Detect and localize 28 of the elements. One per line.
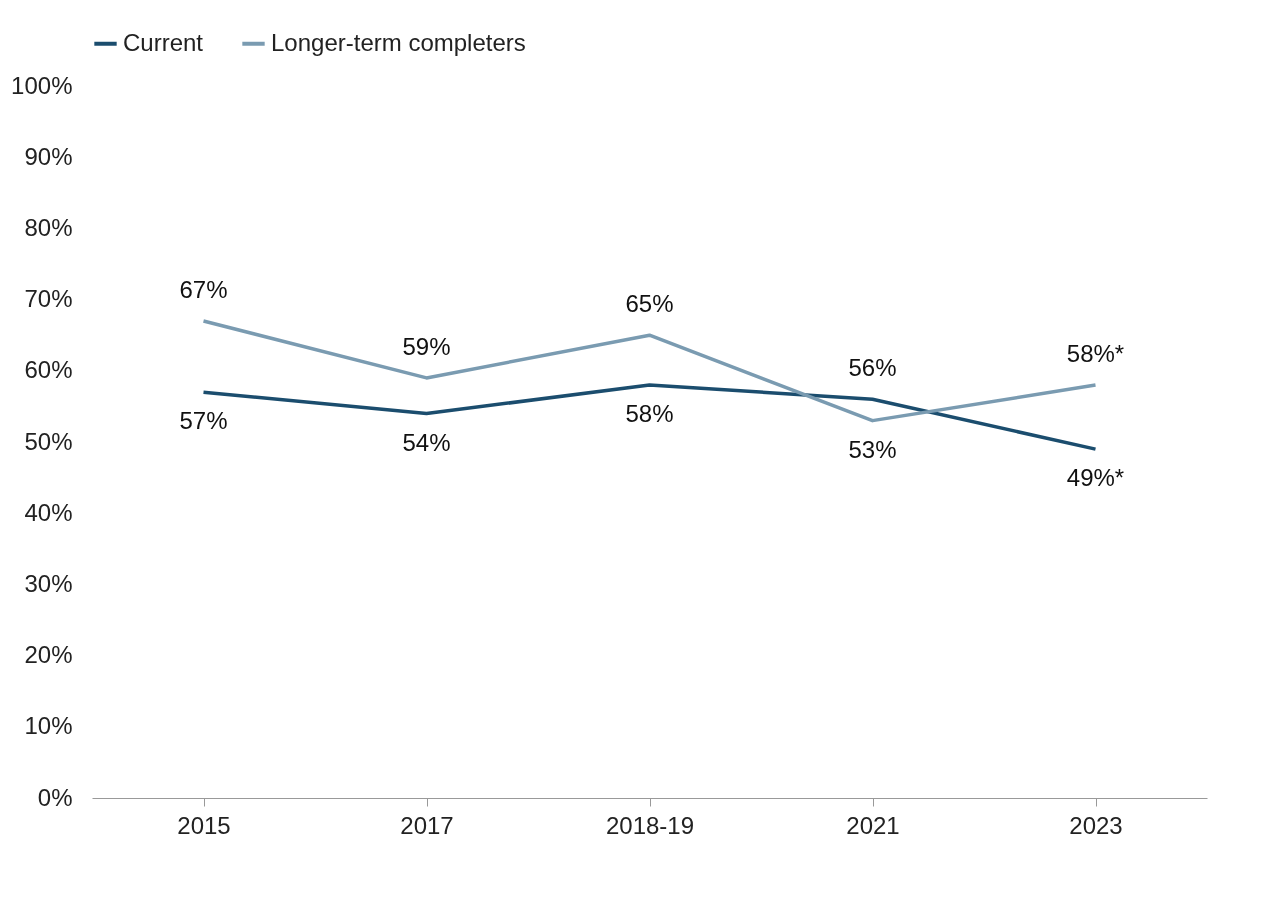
y-tick-label: 90%	[24, 142, 73, 170]
y-tick-label: 30%	[24, 569, 73, 597]
data-label: 53%	[848, 435, 897, 463]
y-tick-label: 70%	[24, 285, 73, 313]
data-label: 58%*	[1066, 340, 1125, 368]
x-tick-label: 2021	[846, 811, 900, 839]
x-tick-label: 2015	[177, 811, 231, 839]
y-tick-label: 10%	[24, 712, 73, 740]
y-tick-label: 40%	[24, 498, 73, 526]
data-label: 49%*	[1066, 464, 1125, 492]
x-tick-label: 2018-19	[605, 811, 695, 839]
y-tick-label: 100%	[11, 71, 73, 99]
y-tick-label: 50%	[24, 427, 73, 455]
legend-label: Longer-term completers	[271, 28, 526, 56]
legend-label: Current	[123, 28, 204, 56]
data-label: 54%	[402, 428, 451, 456]
y-tick-label: 60%	[24, 356, 73, 384]
data-label: 67%	[179, 275, 228, 303]
data-label: 58%	[625, 400, 674, 428]
data-label: 59%	[402, 332, 451, 360]
y-tick-label: 20%	[24, 641, 73, 669]
x-tick-label: 2023	[1069, 811, 1123, 839]
data-label: 57%	[179, 407, 228, 435]
x-tick-label: 2017	[400, 811, 454, 839]
data-label: 56%	[848, 354, 897, 382]
y-tick-label: 80%	[24, 213, 73, 241]
y-tick-label: 0%	[37, 783, 73, 811]
data-label: 65%	[625, 290, 674, 318]
